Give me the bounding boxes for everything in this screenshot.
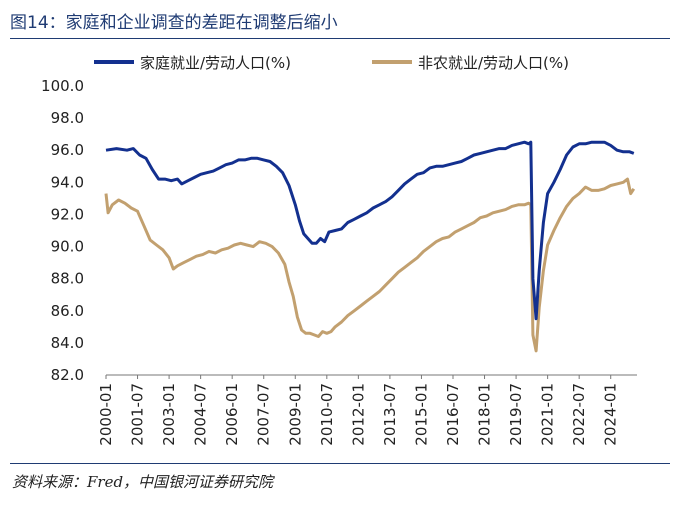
y-tick-label: 90.0 [51,238,84,256]
y-tick-label: 86.0 [51,302,84,320]
y-tick-label: 98.0 [51,109,84,127]
x-tick-label: 2000-01 [97,383,115,446]
x-tick-label: 2015-01 [412,383,430,446]
figure-title: 图14：家庭和企业调查的差距在调整后缩小 [10,13,338,33]
x-tick-label: 2004-07 [192,383,210,446]
source-note: 资料来源：Fred，中国银河证券研究院 [12,473,274,491]
title-divider [10,38,670,39]
y-tick-label: 84.0 [51,334,84,352]
series-line-nonfarm [104,177,636,353]
x-tick-label: 2009-01 [286,383,304,446]
x-tick-label: 2006-01 [223,383,241,446]
y-tick-label: 94.0 [51,173,84,191]
x-tick-label: 2021-01 [539,383,557,446]
y-tick-label: 92.0 [51,205,84,223]
x-tick-label: 2013-07 [381,383,399,446]
y-tick-label: 96.0 [51,141,84,159]
x-tick-label: 2024-01 [602,383,620,446]
legend: 家庭就业/劳动人口(%) 非农就业/劳动人口(%) [94,54,569,72]
y-tick-label: 88.0 [51,270,84,288]
x-tick-label: 2012-01 [349,383,367,446]
x-axis: 2000-01 2001-07 2003-01 2004-07 2006-01 2007-… [97,374,637,446]
x-tick-label: 2018-01 [476,383,494,446]
legend-label: 家庭就业/劳动人口(%) [140,54,291,72]
series-line-household [105,140,635,321]
source-divider [10,463,670,464]
y-tick-label: 82.0 [51,366,84,384]
x-tick-label: 2001-07 [129,383,147,446]
y-axis: 82.0 84.0 86.0 88.0 90.0 92.0 94.0 96.0 98.0 100.… [41,77,84,384]
x-tick-label: 2019-07 [507,383,525,446]
x-tick-label: 2007-07 [255,383,273,446]
plot-area [104,140,636,353]
x-tick-label: 2016-07 [444,383,462,446]
y-tick-label: 100.0 [41,77,84,95]
legend-label: 非农就业/劳动人口(%) [418,54,569,72]
x-tick-label: 2003-01 [160,383,178,446]
x-tick-label: 2022-07 [570,383,588,446]
x-tick-label: 2010-07 [318,383,336,446]
